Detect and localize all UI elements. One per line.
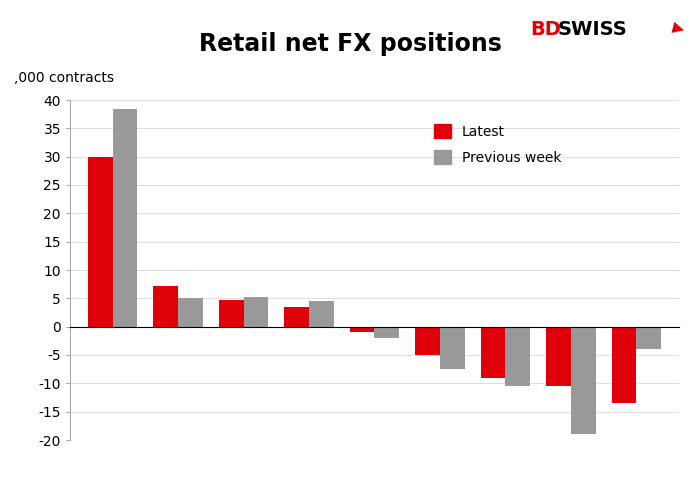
- Bar: [153, 286, 178, 327]
- Bar: [88, 156, 113, 326]
- Legend: Latest, Previous week: Latest, Previous week: [428, 117, 568, 172]
- Text: BD: BD: [531, 20, 561, 39]
- Bar: [571, 326, 596, 434]
- Bar: [505, 326, 531, 386]
- Bar: [178, 298, 203, 326]
- Bar: [440, 326, 465, 369]
- Bar: [415, 326, 440, 355]
- Bar: [636, 326, 662, 349]
- Bar: [113, 108, 137, 326]
- Text: Retail net FX positions: Retail net FX positions: [199, 32, 501, 56]
- Bar: [546, 326, 571, 386]
- Bar: [218, 300, 244, 326]
- Text: SWISS: SWISS: [558, 20, 628, 39]
- Bar: [284, 308, 309, 326]
- Bar: [244, 296, 268, 326]
- Bar: [309, 301, 334, 326]
- Bar: [374, 326, 400, 338]
- Bar: [612, 326, 636, 403]
- Text: ,000 contracts: ,000 contracts: [14, 71, 114, 85]
- Bar: [481, 326, 505, 378]
- Bar: [349, 326, 375, 332]
- Text: ▶: ▶: [671, 20, 686, 38]
